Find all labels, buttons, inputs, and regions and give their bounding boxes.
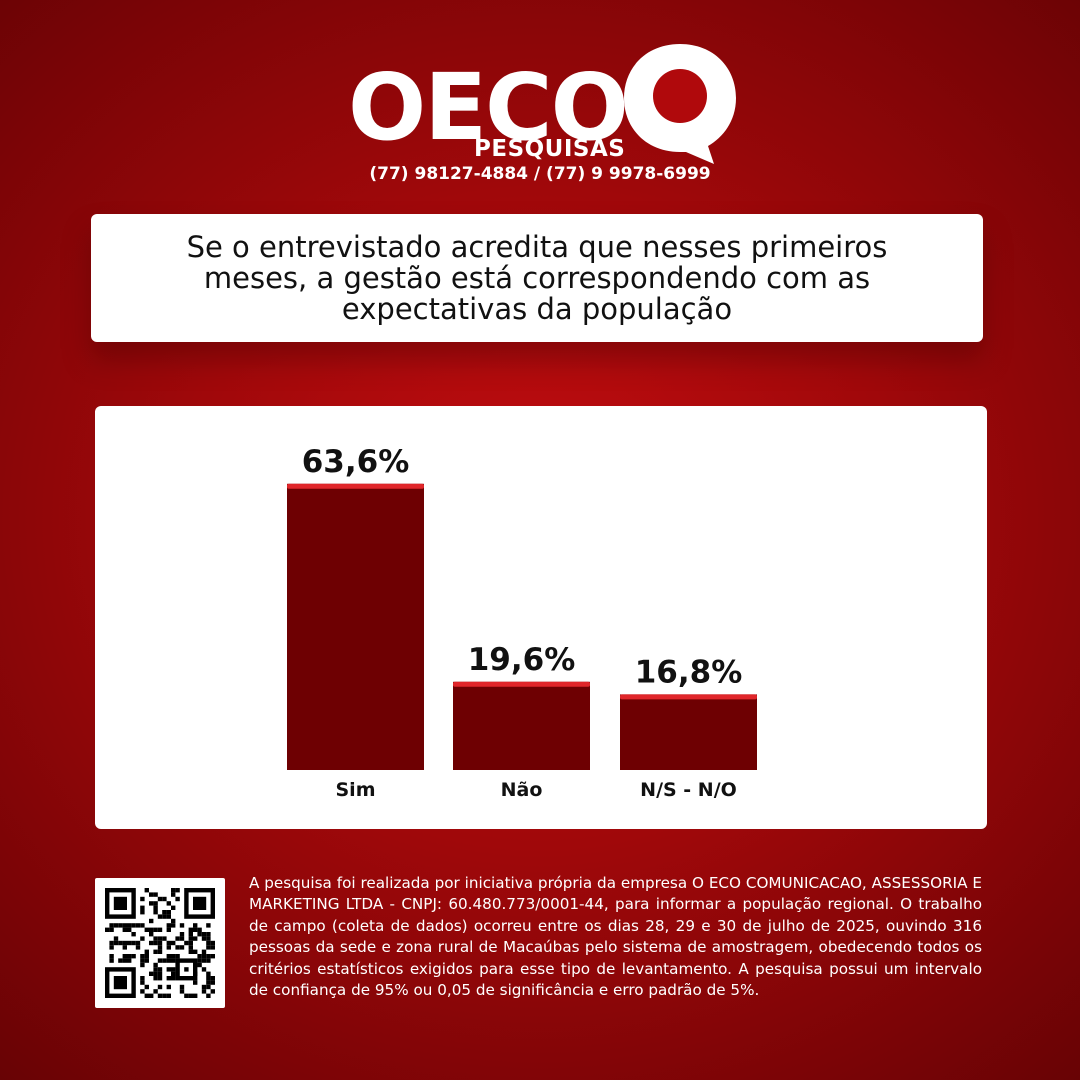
logo-wordmark: OECO bbox=[348, 54, 629, 161]
bar-cap-2 bbox=[620, 694, 757, 700]
qr-code[interactable] bbox=[95, 878, 225, 1008]
category-label-2: N/S - N/O bbox=[640, 779, 737, 801]
bar-cap-1 bbox=[453, 681, 590, 687]
bar-0 bbox=[287, 483, 424, 770]
bar-group-1: 19,6% Não bbox=[453, 642, 590, 801]
bar-1 bbox=[453, 681, 590, 770]
qr-code-icon bbox=[105, 888, 215, 998]
bar-chart: 63,6% Sim 19,6% Não 16,8% N/S - N/O bbox=[287, 444, 757, 801]
value-label-1: 19,6% bbox=[468, 642, 576, 678]
chart-panel: 63,6% Sim 19,6% Não 16,8% N/S - N/O bbox=[95, 406, 987, 829]
question-text: Se o entrevistado acredita que nesses pr… bbox=[186, 229, 888, 326]
logo-subtitle: PESQUISAS bbox=[474, 136, 626, 162]
brand-logo: OECO PESQUISAS (77) 98127-4884 / (77) 9 … bbox=[0, 38, 1080, 198]
bar-cap-0 bbox=[287, 483, 424, 489]
value-label-2: 16,8% bbox=[635, 654, 743, 690]
bar-2 bbox=[620, 694, 757, 770]
value-label-0: 63,6% bbox=[302, 444, 410, 480]
category-label-0: Sim bbox=[336, 779, 376, 801]
speech-bubble-icon bbox=[624, 44, 736, 164]
bar-group-0: 63,6% Sim bbox=[287, 444, 424, 801]
bar-group-2: 16,8% N/S - N/O bbox=[620, 654, 757, 801]
contact-phones: (77) 98127-4884 / (77) 9 9978-6999 bbox=[369, 164, 711, 184]
category-label-1: Não bbox=[501, 779, 543, 801]
question-card: Se o entrevistado acredita que nesses pr… bbox=[91, 214, 983, 342]
methodology-disclaimer: A pesquisa foi realizada por iniciativa … bbox=[249, 874, 982, 1000]
